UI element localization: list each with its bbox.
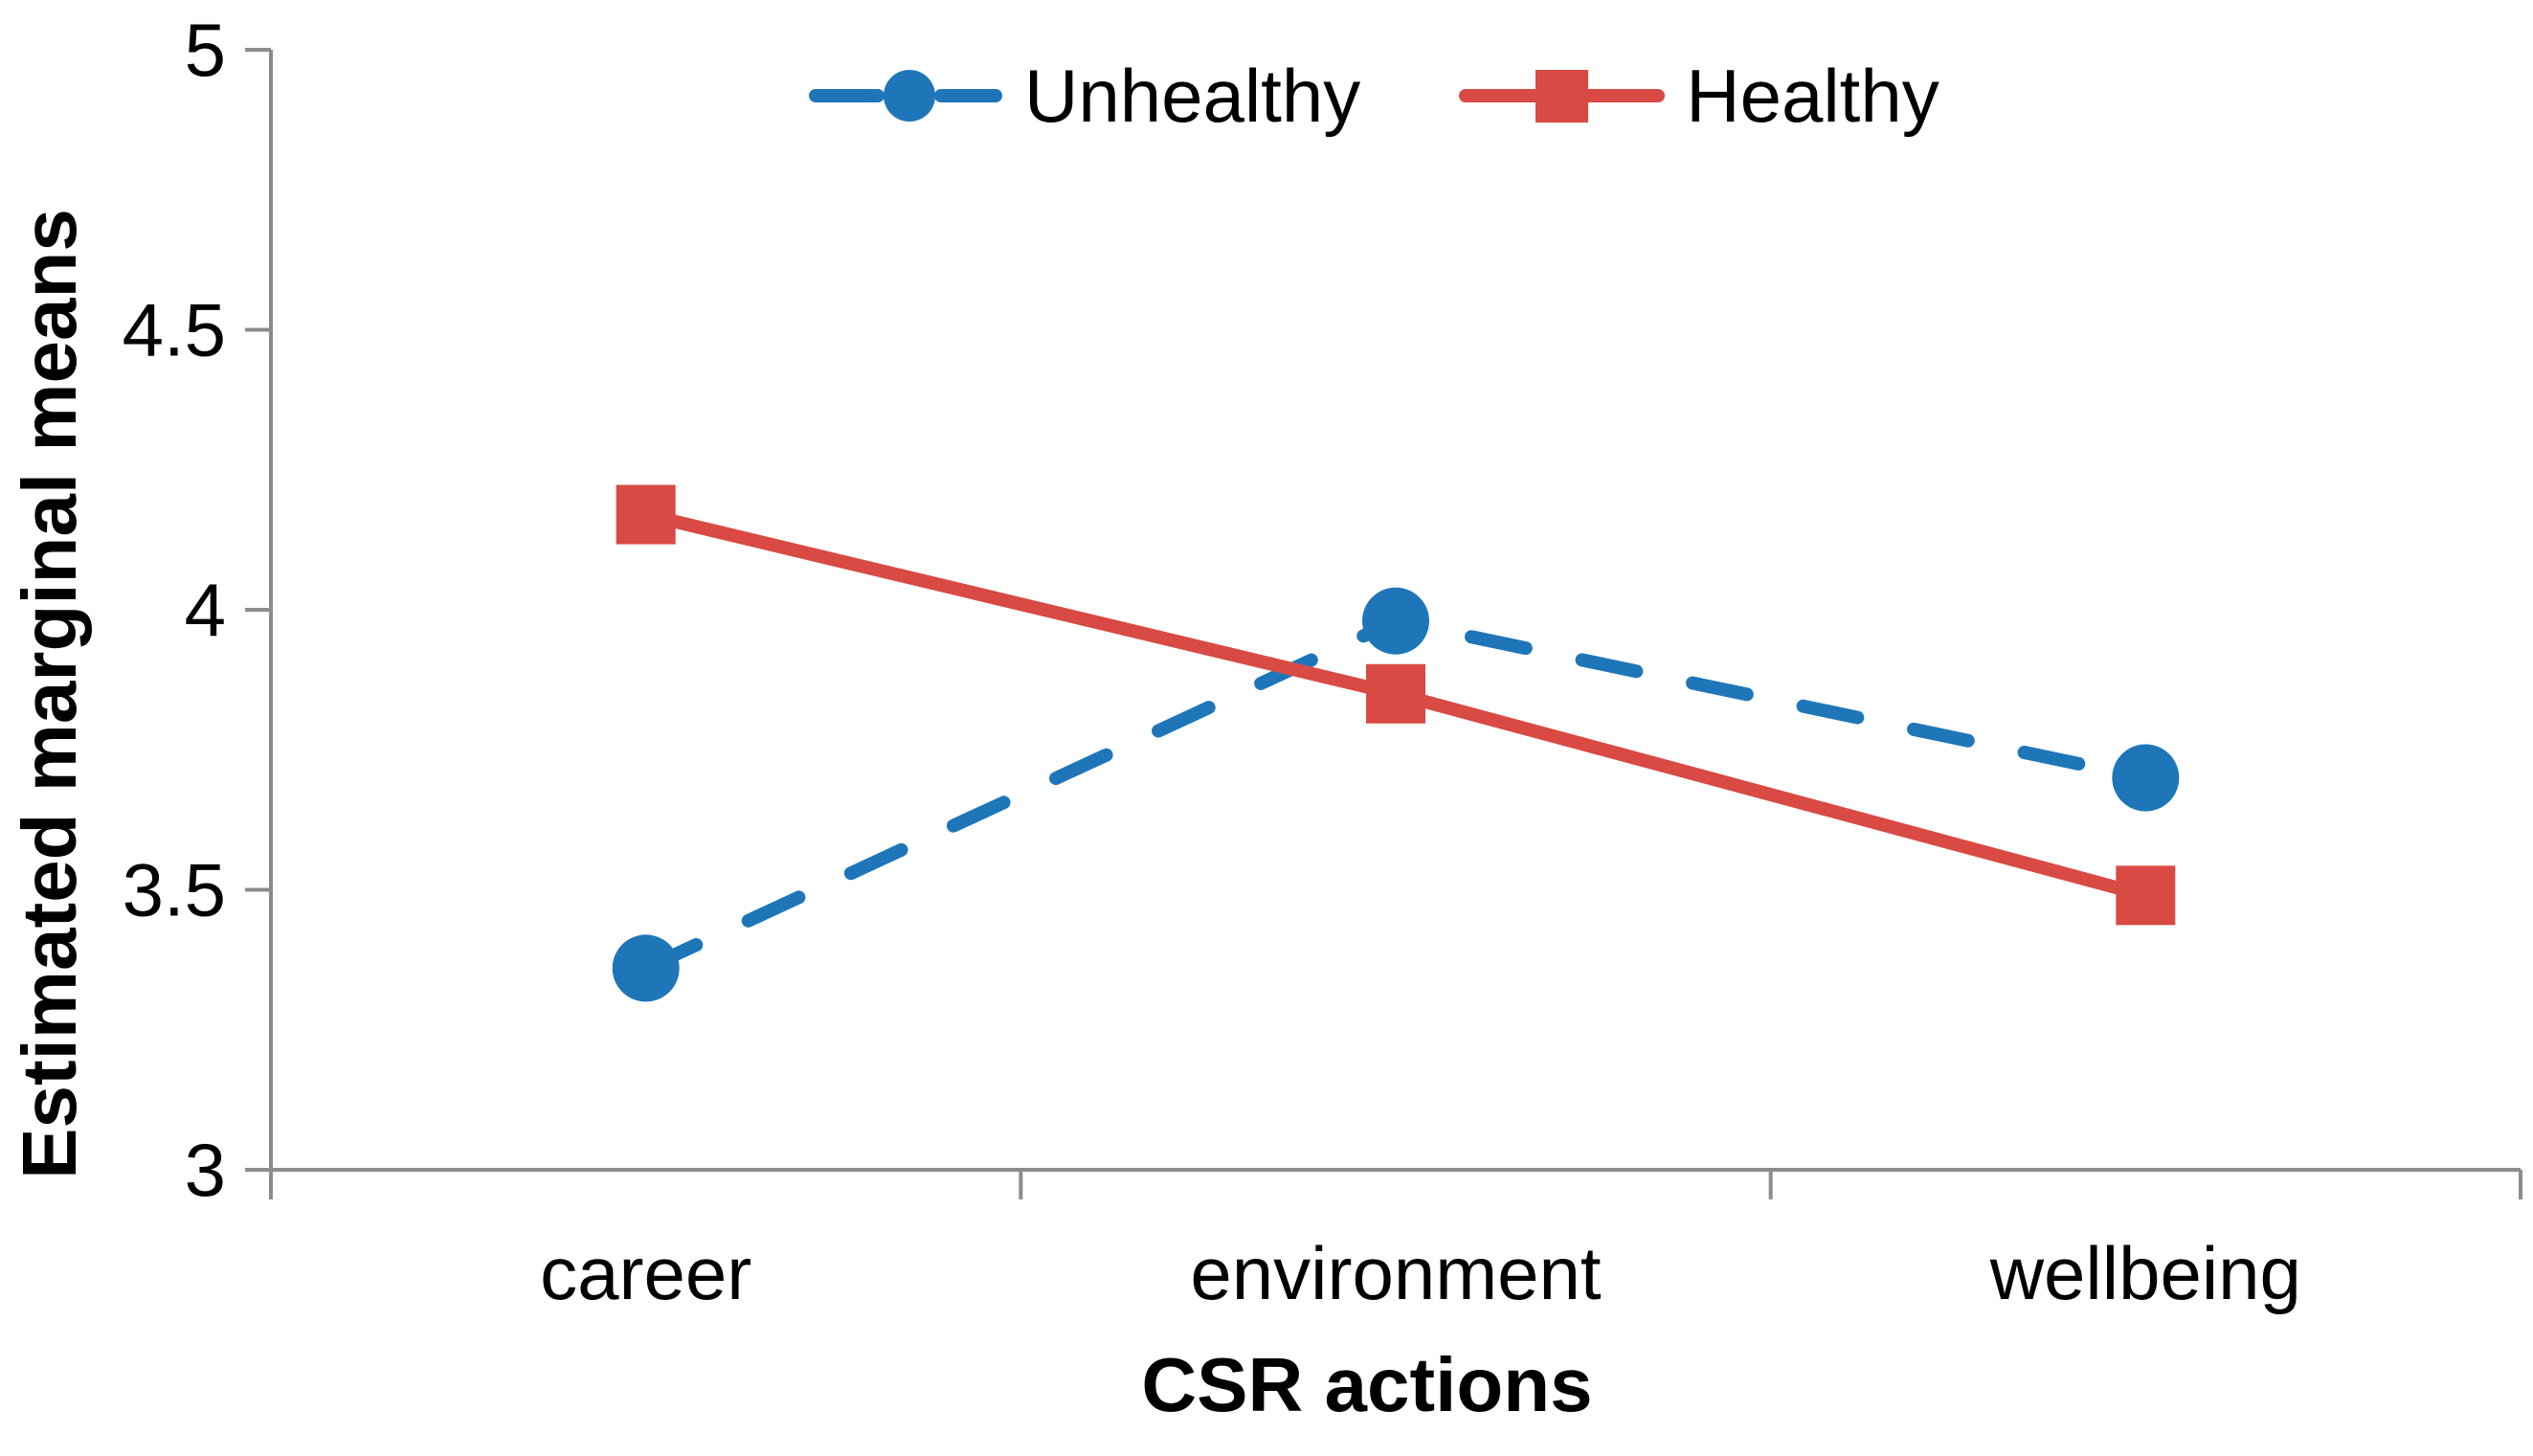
data-point-healthy-environment: [1366, 663, 1425, 724]
legend: Unhealthy Healthy: [807, 56, 1939, 136]
data-point-unhealthy-wellbeing: [2112, 744, 2180, 812]
legend-label-healthy: Healthy: [1686, 54, 1939, 138]
y-tick-label: 3.5: [123, 848, 226, 932]
x-axis-title: CSR actions: [1141, 1342, 1593, 1427]
x-category-label: environment: [1190, 1231, 1602, 1315]
y-tick-label: 4.5: [123, 288, 226, 372]
x-category-label: wellbeing: [1989, 1231, 2301, 1315]
y-axis-title: Estimated marginal means: [7, 209, 92, 1179]
x-category-label: career: [540, 1231, 751, 1315]
legend-sample-solid-square-icon: [1459, 70, 1666, 123]
legend-item-healthy: Healthy: [1459, 56, 1939, 136]
data-point-healthy-career: [616, 484, 676, 545]
data-point-unhealthy-career: [612, 934, 680, 1002]
legend-sample-dashed-circle-icon: [809, 70, 1002, 122]
y-tick-label: 3: [185, 1128, 226, 1212]
legend-item-unhealthy: Unhealthy: [807, 56, 1360, 136]
y-tick-label: 5: [185, 8, 226, 92]
y-tick-label: 4: [185, 568, 226, 652]
data-point-healthy-wellbeing: [2116, 865, 2176, 926]
legend-label-unhealthy: Unhealthy: [1024, 54, 1361, 138]
data-point-unhealthy-environment: [1362, 587, 1429, 655]
